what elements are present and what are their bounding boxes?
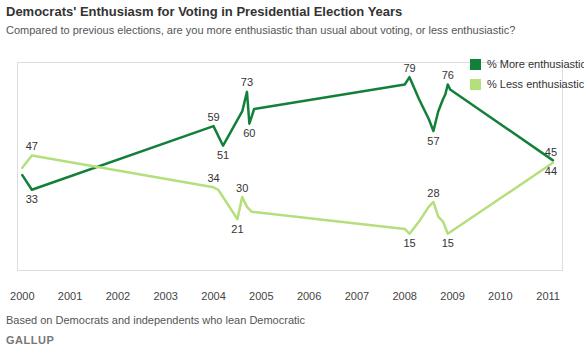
svg-text:2007: 2007 — [345, 290, 369, 302]
svg-text:2009: 2009 — [440, 290, 464, 302]
svg-text:15: 15 — [442, 237, 454, 249]
html-text:Compared to previous elections: Compared to previous elections, are you … — [6, 24, 516, 36]
svg-text:47: 47 — [26, 140, 38, 152]
svg-text:76: 76 — [442, 69, 454, 81]
svg-text:2000: 2000 — [10, 290, 34, 302]
html-text:% Less enthusiastic: % Less enthusiastic — [487, 78, 584, 90]
svg-text:60: 60 — [243, 127, 255, 139]
svg-text:73: 73 — [241, 76, 253, 88]
html-text:Democrats' Enthusiasm for Voti: Democrats' Enthusiasm for Voting in Pres… — [6, 4, 403, 19]
svg-text:2008: 2008 — [392, 290, 416, 302]
svg-text:21: 21 — [231, 223, 243, 235]
svg-text:2002: 2002 — [106, 290, 130, 302]
svg-text:34: 34 — [207, 172, 219, 184]
svg-text:2004: 2004 — [201, 290, 225, 302]
svg-text:2011: 2011 — [536, 290, 560, 302]
svg-text:2001: 2001 — [58, 290, 82, 302]
svg-text:51: 51 — [217, 149, 229, 161]
svg-text:2005: 2005 — [249, 290, 273, 302]
svg-text:59: 59 — [207, 111, 219, 123]
svg-text:33: 33 — [26, 193, 38, 205]
svg-text:45: 45 — [545, 146, 557, 158]
svg-text:15: 15 — [403, 237, 415, 249]
svg-text:2010: 2010 — [488, 290, 512, 302]
svg-text:2006: 2006 — [297, 290, 321, 302]
svg-text:2003: 2003 — [153, 290, 177, 302]
svg-text:57: 57 — [427, 135, 439, 147]
svg-text:30: 30 — [236, 182, 248, 194]
svg-text:28: 28 — [427, 187, 439, 199]
svg-text:79: 79 — [403, 62, 415, 74]
html-text:GALLUP: GALLUP — [6, 334, 55, 346]
svg-text:44: 44 — [545, 165, 557, 177]
html-text:Based on Democrats and indepen: Based on Democrats and independents who … — [6, 314, 305, 326]
